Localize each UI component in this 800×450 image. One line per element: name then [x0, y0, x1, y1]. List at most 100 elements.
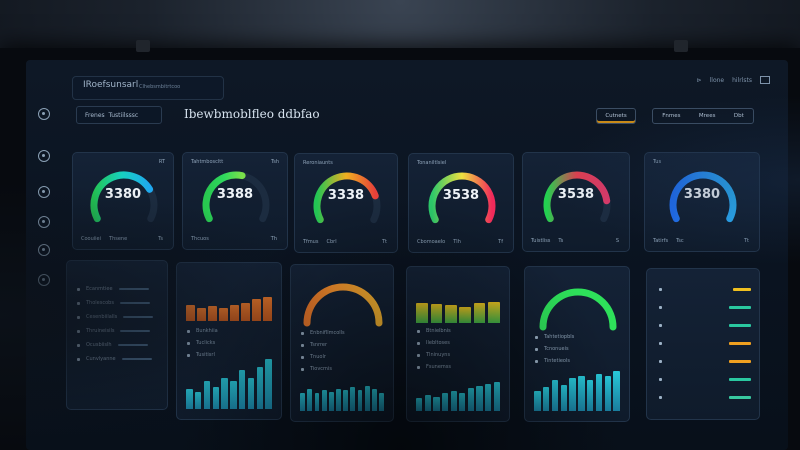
bullet-icon: [187, 341, 190, 345]
list-item[interactable]: Ecanmtiee: [77, 285, 149, 293]
kpi-bar: [729, 359, 751, 363]
list-item-label: Ilebltoses: [426, 340, 450, 346]
list-card[interactable]: Ecanmtiee Tholescobs Cesenbiilalls Thruinei…: [66, 260, 168, 410]
kpi-row[interactable]: [659, 303, 751, 311]
period-option-1[interactable]: Fnmes: [662, 113, 681, 119]
arc-card-2[interactable]: Tahtetiopbls Tcnonueis Tintetieols: [524, 266, 630, 422]
list-item[interactable]: Tholescobs: [77, 299, 150, 307]
bullet-icon: [417, 353, 420, 357]
gauge-card-foot: Tuistliss Ts: [531, 238, 563, 244]
app-title: IRoefsunsarl: [83, 80, 139, 90]
bar: [241, 303, 250, 321]
kpi-row[interactable]: [659, 357, 751, 365]
list-item-label: Tahtetiopbls: [544, 334, 575, 340]
list-item[interactable]: Bunkhiia: [187, 327, 218, 335]
bar: [459, 306, 472, 323]
list-item[interactable]: Tuclicks: [187, 339, 215, 347]
bell-icon[interactable]: [38, 216, 50, 228]
list-item[interactable]: Tsnrrer: [301, 341, 327, 349]
kpi-card[interactable]: [646, 268, 760, 420]
bullet-icon: [77, 301, 80, 305]
list-item[interactable]: Thruineisils: [77, 327, 151, 335]
gauge-card-2[interactable]: Tahtmboscltt Tsh 3388 Thcuos Th: [182, 152, 288, 250]
gauge-foot-mid: Tlh: [453, 239, 461, 245]
list-item[interactable]: Ocusbiislh: [77, 341, 148, 349]
kpi-row[interactable]: [659, 375, 751, 383]
period-selector[interactable]: Fnmes Mrees Dbt: [652, 108, 754, 124]
period-option-2[interactable]: Mrees: [698, 113, 716, 119]
gauge-foot-right: Th: [270, 236, 277, 242]
gauge-card-4[interactable]: Tonaniltlsiel 3538 Cbomoaelo Tlh Tf: [408, 153, 514, 253]
bullet-icon: [535, 359, 538, 363]
period-option-3[interactable]: Dbt: [733, 113, 744, 119]
gauge-card-1[interactable]: RT 3380 Coouiiei Thsene Ts: [72, 152, 174, 250]
gauge-foot-left: Tatirfs: [653, 238, 669, 244]
list-item-label: Thruineisils: [86, 328, 115, 334]
bar-card-2[interactable]: Btnielbnis Ilebltoses Tlninuyns Fsunemss: [406, 266, 510, 422]
bar: [416, 303, 429, 323]
list-item[interactable]: Tlninuyns: [417, 351, 450, 359]
bar-card-1[interactable]: Bunkhiia Tuclicks Tusitisrl: [176, 262, 282, 420]
gauge-card-foot: Tfmus Cbrl: [303, 239, 337, 245]
bar: [357, 390, 363, 411]
list-item-label: Btnielbnis: [426, 328, 451, 334]
grid-icon[interactable]: [38, 150, 50, 162]
list-item[interactable]: Fsunemss: [417, 363, 451, 371]
list-item[interactable]: Ilebltoses: [417, 339, 450, 347]
gauge-foot-mid: Tsc: [676, 238, 684, 244]
list-item[interactable]: Enbnifllmcolls: [301, 329, 345, 337]
maximize-icon[interactable]: [760, 76, 770, 84]
gauge-card-5[interactable]: 3538 Tuistliss Ts S: [522, 152, 630, 252]
bar: [604, 375, 611, 411]
filter-select[interactable]: Frenes Tustiilsssc: [76, 106, 162, 124]
bar: [221, 378, 228, 409]
bullet-icon: [659, 341, 662, 345]
list-item[interactable]: Tintetieols: [535, 357, 570, 365]
gauge-card-foot: Cbomoaelo Tlh: [417, 239, 461, 245]
bullet-icon: [659, 305, 662, 309]
gauge-foot-left: Tfmus: [303, 239, 319, 245]
window-actions: ⊳ llone hilrlsts: [697, 76, 770, 84]
bar: [450, 391, 457, 411]
list-item-bar: [121, 358, 152, 360]
kpi-row[interactable]: [659, 393, 751, 401]
window-button-2[interactable]: hilrlsts: [732, 76, 752, 84]
bar: [595, 373, 603, 411]
bar: [263, 297, 272, 321]
list-item[interactable]: Tnuolr: [301, 353, 326, 361]
gauge-card-3[interactable]: Reroniaunts 3338 Tfmus Cbrl Tt: [294, 153, 398, 253]
list-item[interactable]: Tahtetiopbls: [535, 333, 574, 341]
bar: [321, 390, 327, 411]
kpi-bar: [733, 287, 751, 291]
bullet-icon: [535, 335, 538, 339]
list-item[interactable]: Tcnonueis: [535, 345, 569, 353]
list-item[interactable]: Cesenbiilalls: [77, 313, 154, 321]
bullet-icon: [659, 395, 662, 399]
bar: [441, 393, 449, 411]
list-item[interactable]: Cunvlyanne: [77, 355, 152, 363]
bar: [307, 388, 313, 411]
list-item-label: Tlninuyns: [426, 352, 451, 358]
kpi-row[interactable]: [659, 339, 751, 347]
kpi-row[interactable]: [659, 285, 751, 293]
arc-card-1[interactable]: Enbnifllmcolls Tsnrrer Tnuolr Tiovcmis: [290, 264, 394, 422]
app-title-box[interactable]: IRoefsunsarl Clhebsmbitrtcoo: [72, 76, 224, 100]
info-icon[interactable]: [38, 274, 50, 286]
list-item[interactable]: Tiovcmis: [301, 365, 332, 373]
bar: [252, 298, 261, 321]
filter-label: Frenes: [85, 111, 105, 119]
settings-icon[interactable]: [38, 244, 50, 256]
window-button-1[interactable]: llone: [709, 76, 725, 84]
gauge-card-6[interactable]: Tus 3380 Tatirfs Tsc Tt: [644, 152, 760, 252]
kpi-row[interactable]: [659, 321, 751, 329]
amber-button[interactable]: Cutnets: [596, 108, 636, 124]
list-item[interactable]: Btnielbnis: [417, 327, 451, 335]
users-icon[interactable]: [38, 186, 50, 198]
bullet-icon: [77, 343, 80, 347]
play-icon[interactable]: ⊳: [696, 76, 702, 84]
bar: [371, 388, 377, 411]
bar: [473, 303, 486, 323]
bullet-icon: [77, 287, 80, 291]
bar: [186, 389, 193, 409]
gauge-card-foot: Tatirfs Tsc: [653, 238, 684, 244]
